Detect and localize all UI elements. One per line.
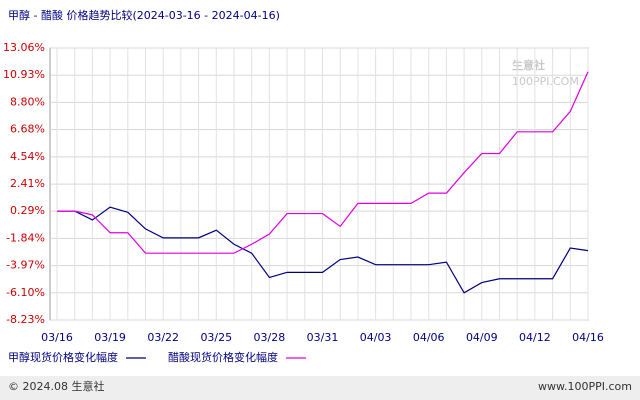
x-tick-label: 04/06 [413,331,445,344]
y-tick-label: 2.41% [10,177,45,190]
footer-left: © 2024.08 生意社 [8,379,104,393]
footer-bg [0,376,640,400]
x-tick-label: 03/19 [94,331,126,344]
x-tick-label: 03/16 [41,331,73,344]
watermark-sub: 100PPI.COM [512,75,579,88]
y-tick-label: 13.06% [3,41,45,54]
y-tick-label: 8.80% [10,95,45,108]
x-tick-label: 03/22 [147,331,179,344]
y-tick-label: 10.93% [3,68,45,81]
watermark: 生意社 [512,58,545,72]
y-tick-label: -3.97% [6,259,45,272]
legend-label: 醋酸现货价格变化幅度 [168,350,278,364]
x-tick-label: 03/28 [254,331,286,344]
legend-label: 甲醇现货价格变化幅度 [8,350,118,364]
y-tick-label: -6.10% [6,286,45,299]
x-tick-label: 03/25 [200,331,232,344]
x-tick-label: 04/03 [360,331,392,344]
x-tick-label: 03/31 [307,331,339,344]
y-tick-label: -8.23% [6,313,45,326]
y-tick-label: 6.68% [10,123,45,136]
x-tick-label: 04/12 [519,331,551,344]
chart-title: 甲醇 - 醋酸 价格趋势比较(2024-03-16 - 2024-04-16) [8,8,280,22]
y-tick-label: 0.29% [10,204,45,217]
y-tick-label: -1.84% [6,231,45,244]
series-line [57,71,589,254]
y-tick-label: 4.54% [10,150,45,163]
series-line [57,206,589,294]
x-tick-label: 04/09 [466,331,498,344]
footer-right: www.100PPI.com [538,380,632,393]
x-tick-label: 04/16 [572,331,604,344]
